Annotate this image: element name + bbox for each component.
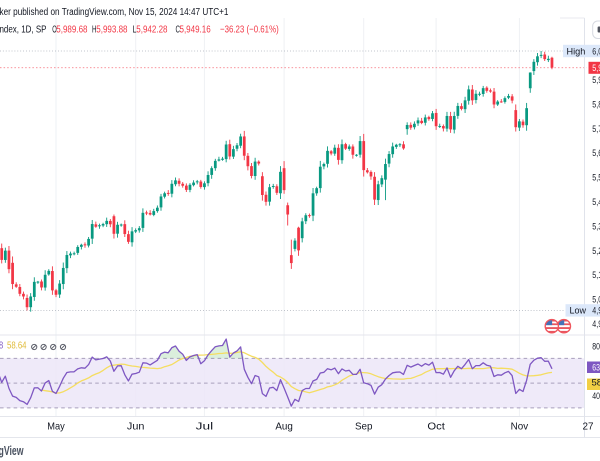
- svg-text:O: O: [52, 25, 57, 36]
- svg-text:ndex, 1D, SP: ndex, 1D, SP: [0, 25, 47, 36]
- svg-text:C: C: [176, 25, 181, 36]
- svg-text:5,949.16: 5,949.16: [180, 25, 212, 36]
- svg-text:L: L: [133, 25, 137, 36]
- svg-text:5,000.00: 5,000.00: [592, 295, 600, 306]
- svg-text:Sep: Sep: [355, 421, 373, 433]
- svg-text:Jun: Jun: [127, 421, 145, 433]
- svg-text:−36.23 (−0.61%): −36.23 (−0.61%): [220, 25, 279, 36]
- svg-text:Nov: Nov: [511, 421, 529, 433]
- svg-text:5,400.00: 5,400.00: [592, 197, 600, 208]
- svg-text:5,989.68: 5,989.68: [56, 25, 88, 36]
- svg-text:Aug: Aug: [275, 421, 293, 433]
- svg-text:5,900.00: 5,900.00: [592, 75, 600, 86]
- svg-text:80.00: 80.00: [592, 341, 600, 352]
- svg-text:Jul: Jul: [196, 421, 214, 433]
- svg-text:ker published on TradingView.c: ker published on TradingView.com, Nov 15…: [0, 7, 229, 18]
- svg-text:5,200.00: 5,200.00: [592, 246, 600, 257]
- svg-text:5,600.00: 5,600.00: [592, 148, 600, 159]
- svg-text:5,300.00: 5,300.00: [592, 221, 600, 232]
- svg-text:6,017.31: 6,017.31: [592, 46, 600, 57]
- svg-text:5,500.00: 5,500.00: [592, 173, 600, 184]
- svg-text:H: H: [92, 25, 97, 36]
- svg-text:63.28: 63.28: [592, 363, 600, 374]
- svg-text:5,800.00: 5,800.00: [592, 99, 600, 110]
- svg-text:gView: gView: [0, 444, 24, 458]
- svg-text:5,700.00: 5,700.00: [592, 124, 600, 135]
- svg-text:5,993.88: 5,993.88: [96, 25, 128, 36]
- svg-text:27: 27: [583, 421, 594, 433]
- svg-text:5,949.16: 5,949.16: [592, 63, 600, 74]
- svg-text:High: High: [567, 46, 586, 57]
- svg-text:Low: Low: [570, 306, 587, 317]
- svg-text:May: May: [47, 421, 65, 433]
- svg-text:4,953.56: 4,953.56: [592, 306, 600, 317]
- svg-text:58.64: 58.64: [592, 378, 600, 389]
- svg-text:Oct: Oct: [427, 421, 445, 433]
- svg-text:5,942.28: 5,942.28: [136, 25, 168, 36]
- svg-text:5,100.00: 5,100.00: [592, 270, 600, 281]
- svg-text:40.00: 40.00: [592, 391, 600, 402]
- svg-text:4,900.00: 4,900.00: [592, 319, 600, 330]
- svg-text:58.64: 58.64: [7, 341, 27, 352]
- svg-text:63.28: 63.28: [0, 341, 4, 352]
